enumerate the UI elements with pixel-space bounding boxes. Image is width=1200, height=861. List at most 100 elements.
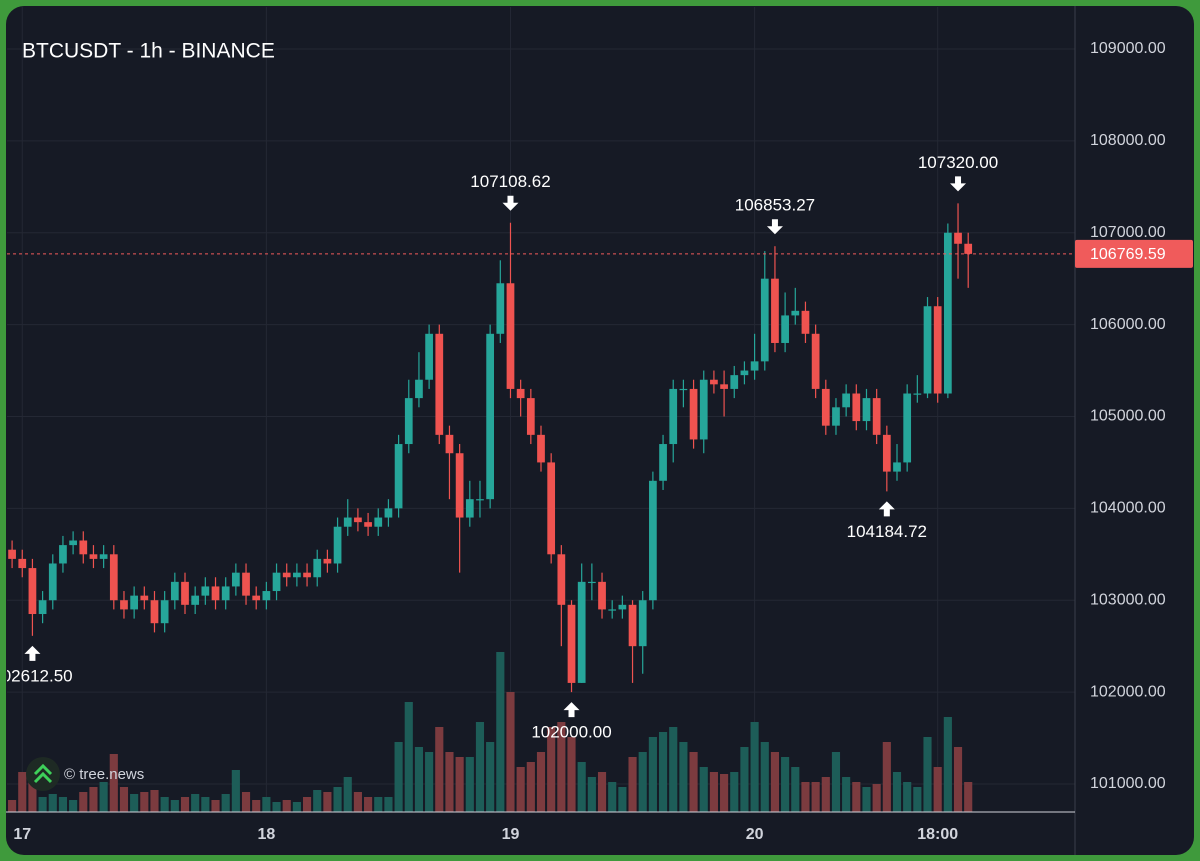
- volume-bar: [669, 727, 678, 812]
- candle-body: [852, 393, 861, 422]
- volume-bar: [374, 797, 383, 812]
- volume-bar: [465, 757, 474, 812]
- plot-area: 102612.50 107108.62 102000.00 106853.27 1041…: [0, 153, 1075, 812]
- candle-body: [882, 434, 891, 472]
- volume-bar: [496, 652, 505, 812]
- candle-body: [99, 554, 108, 559]
- candle-body: [262, 591, 271, 601]
- volume-bar: [201, 797, 210, 812]
- volume-bar: [445, 752, 454, 812]
- candle-body: [598, 581, 606, 610]
- candle-body: [791, 310, 800, 316]
- candle-body: [221, 586, 230, 601]
- volume-bar: [943, 717, 952, 812]
- x-tick-label: 20: [746, 826, 764, 843]
- last-price-label: 106769.59: [1090, 246, 1166, 263]
- volume-bar: [526, 762, 535, 812]
- volume-bar: [821, 777, 830, 812]
- candle-body: [689, 388, 698, 440]
- candle-body: [557, 554, 566, 605]
- candle-body: [669, 388, 678, 445]
- candle-body: [577, 581, 586, 683]
- candle-body: [710, 379, 718, 385]
- grid: [7, 7, 1075, 812]
- candle-body: [964, 243, 973, 254]
- candle-body: [730, 375, 739, 389]
- candle-body: [781, 315, 789, 343]
- volume-bar: [384, 797, 393, 812]
- candle-body: [608, 609, 617, 611]
- candle-body: [242, 572, 250, 596]
- annotation-label: 102612.50: [0, 666, 73, 685]
- candle-body: [28, 568, 37, 615]
- volume-bar: [882, 742, 891, 812]
- annotation-arrow: [950, 176, 967, 192]
- volume-bar: [628, 757, 637, 812]
- candle-body: [893, 462, 901, 472]
- volume-bar: [435, 727, 444, 812]
- last-price-box: [1075, 239, 1193, 268]
- chart-title: BTCUSDT - 1h - BINANCE: [22, 40, 275, 63]
- volume-bar: [140, 792, 149, 812]
- candle-body: [943, 232, 952, 394]
- candle-body: [354, 517, 362, 523]
- candle-body: [740, 370, 749, 376]
- volume-bar: [8, 800, 17, 812]
- volume-bar: [597, 772, 607, 812]
- volume-bar: [699, 767, 708, 812]
- annotation-label: 102000.00: [531, 723, 611, 742]
- candle-body: [516, 388, 525, 399]
- volume-bar: [221, 794, 230, 812]
- candle-body: [323, 558, 332, 564]
- axes: 101000.00 102000.00 103000.00 104000.00 1050…: [13, 40, 1165, 843]
- volume-bar: [282, 800, 291, 812]
- candle-body: [394, 444, 403, 509]
- candle-body: [170, 581, 179, 601]
- candle-body: [8, 549, 16, 559]
- volume-bar: [648, 737, 657, 812]
- volume-bar: [292, 802, 301, 812]
- candle-body: [48, 563, 57, 601]
- candle-body: [252, 595, 261, 601]
- volume-bar: [730, 772, 739, 812]
- candle-body: [130, 595, 139, 610]
- candle-body: [842, 393, 851, 408]
- watermark: © tree.news: [64, 766, 144, 783]
- candle-body: [333, 526, 342, 564]
- candle-body: [201, 586, 210, 596]
- volume-bar: [709, 772, 718, 812]
- volume-bar: [760, 742, 769, 812]
- volume-bar: [69, 800, 78, 812]
- candle-body: [872, 398, 881, 435]
- candle-body: [191, 595, 200, 605]
- volume-bar: [475, 722, 485, 812]
- volume-bar: [28, 782, 37, 812]
- candle-body: [374, 517, 383, 527]
- volume-bar: [353, 792, 362, 812]
- volume-bar: [658, 732, 668, 812]
- candle-body: [282, 572, 291, 578]
- candle-body: [465, 499, 474, 518]
- volume-bar: [516, 767, 525, 812]
- candle-body: [771, 278, 779, 343]
- candle-body: [293, 572, 301, 578]
- volume-bar: [638, 752, 647, 812]
- candle-body: [435, 333, 444, 435]
- volume-bar: [740, 747, 749, 812]
- candle-body: [160, 600, 169, 624]
- volume-bar: [109, 754, 118, 812]
- volume-bar: [79, 792, 88, 812]
- volume-bar: [302, 797, 312, 812]
- volume-bar: [323, 792, 332, 812]
- volume-bar: [953, 747, 963, 812]
- volume-bar: [557, 722, 566, 812]
- volume-bar: [211, 800, 220, 812]
- volume-bar: [506, 692, 515, 812]
- volume-bar: [38, 797, 47, 812]
- candle-body: [760, 278, 769, 362]
- volume-bar: [964, 782, 973, 812]
- volume-bar: [58, 797, 68, 812]
- volume-bar: [862, 787, 871, 812]
- candle-body: [69, 540, 77, 546]
